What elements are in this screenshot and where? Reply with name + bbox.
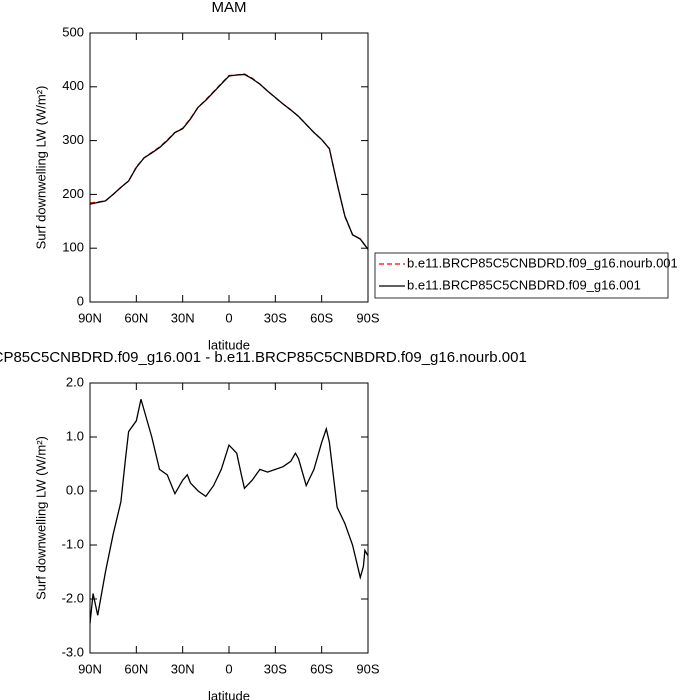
x-tick-label: 30S xyxy=(264,661,287,676)
y-tick-label: 200 xyxy=(62,186,84,201)
x-tick-label: 60S xyxy=(310,661,333,676)
x-tick-label: 90N xyxy=(78,661,102,676)
data-line xyxy=(89,73,369,250)
x-tick-label: 90N xyxy=(78,310,102,325)
y-tick-label: -2.0 xyxy=(62,590,84,605)
x-tick-label: 30N xyxy=(171,310,195,325)
legend-label: b.e11.BRCP85C5CNBDRD.f09_g16.nourb.001 xyxy=(407,255,678,270)
y-tick-label: 1.0 xyxy=(66,428,84,443)
x-tick-label: 90S xyxy=(356,661,379,676)
x-tick-label: 60N xyxy=(124,310,148,325)
x-tick-label: 0 xyxy=(225,661,232,676)
x-tick-label: 90S xyxy=(356,310,379,325)
chart-title: b.e11.BRCP85C5CNBDRD.f09_g16.001 - b.e11… xyxy=(0,349,527,366)
x-tick-label: 30S xyxy=(264,310,287,325)
y-tick-label: 100 xyxy=(62,240,84,255)
x-tick-label: 0 xyxy=(225,310,232,325)
y-axis-label: Surf downwelling LW (W/m²) xyxy=(33,86,48,250)
y-tick-label: 0 xyxy=(77,293,84,308)
data-line xyxy=(89,399,369,624)
x-tick-label: 60N xyxy=(124,661,148,676)
y-tick-label: 400 xyxy=(62,78,84,93)
data-line xyxy=(89,73,369,250)
y-tick-label: 0.0 xyxy=(66,482,84,497)
plot-frame xyxy=(89,382,369,654)
y-tick-label: 2.0 xyxy=(66,374,84,389)
y-tick-label: -3.0 xyxy=(62,644,84,659)
y-tick-label: 300 xyxy=(62,132,84,147)
chart-title: MAM xyxy=(212,0,247,16)
y-tick-label: -1.0 xyxy=(62,536,84,551)
x-axis-label: latitude xyxy=(208,337,250,352)
x-axis-label: latitude xyxy=(208,688,250,700)
x-tick-label: 60S xyxy=(310,310,333,325)
plot-frame xyxy=(89,32,369,303)
y-axis-label: Surf downwelling LW (W/m²) xyxy=(33,436,48,600)
x-tick-label: 30N xyxy=(171,661,195,676)
y-tick-label: 500 xyxy=(62,24,84,39)
legend-box xyxy=(374,252,669,299)
legend-label: b.e11.BRCP85C5CNBDRD.f09_g16.001 xyxy=(407,277,641,292)
